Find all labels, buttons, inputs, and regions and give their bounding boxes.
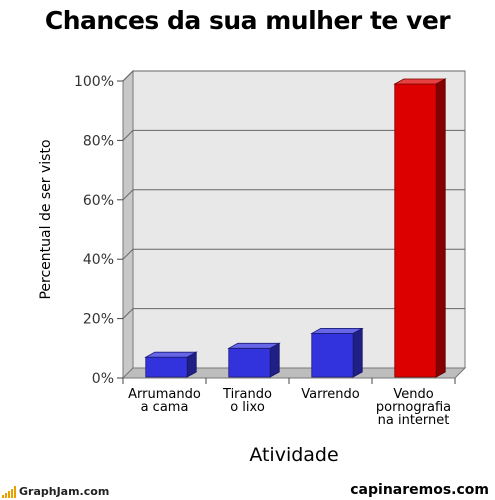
x-tick-label-line: Varrendo xyxy=(301,387,360,402)
x-tick-label-line: Arrumando xyxy=(128,387,201,402)
y-tick-label: 40% xyxy=(83,252,114,268)
x-tick-label-line: Tirando xyxy=(222,387,272,402)
y-axis-label: Percentual de ser visto xyxy=(38,139,54,299)
graphjam-text: GraphJam.com xyxy=(19,485,110,498)
plot-side-wall xyxy=(122,69,134,380)
x-tick-label-line: a cama xyxy=(141,400,189,415)
x-tick-label: Vendo pornografia na internet xyxy=(376,387,451,428)
gridline-side xyxy=(122,189,134,201)
gridline-side xyxy=(122,308,134,319)
bar-front xyxy=(228,347,271,378)
bars xyxy=(144,78,447,378)
plot-floor xyxy=(121,367,467,379)
capinaremos-watermark: capinaremos.com xyxy=(350,482,489,498)
bar-front xyxy=(311,333,354,378)
graphjam-logo: GraphJam.com xyxy=(2,484,109,498)
bar-side xyxy=(352,327,363,378)
y-tick-label: 80% xyxy=(83,133,114,149)
bar xyxy=(310,327,364,378)
x-tick-label-line: pornografia xyxy=(376,400,451,415)
y-tick-label: 100% xyxy=(74,74,114,90)
gridline-side xyxy=(122,70,134,82)
gridline-side xyxy=(122,130,134,141)
x-tick-label: Arrumando a cama xyxy=(128,387,201,415)
x-axis-ticks: Arrumando a cama Tirando o lixo Varrendo Vend… xyxy=(122,378,456,428)
bar-side xyxy=(269,342,280,378)
y-tick-label: 20% xyxy=(83,312,114,328)
x-tick-label-line: Vendo xyxy=(393,387,433,402)
x-tick-label: Varrendo xyxy=(301,387,360,402)
bar-front xyxy=(145,356,188,378)
y-tick-label: 60% xyxy=(83,193,114,209)
x-tick-label-line: o lixo xyxy=(230,400,265,415)
bar-side xyxy=(186,351,197,378)
y-axis-ticks: 0% 20% 40% 60% 80% 100% xyxy=(74,74,123,387)
x-tick-label: Tirando o lixo xyxy=(222,387,272,415)
bar-front xyxy=(394,83,437,378)
bar-side xyxy=(435,78,446,378)
x-axis-label: Atividade xyxy=(249,444,338,466)
bar xyxy=(227,342,281,378)
chart-title: Chances da sua mulher te ver xyxy=(44,6,451,35)
bar xyxy=(144,351,198,378)
y-tick-label: 0% xyxy=(92,371,114,387)
bar xyxy=(393,78,447,378)
x-tick-label-line: na internet xyxy=(378,413,450,428)
gridline-side xyxy=(122,248,134,260)
bar-logo-icon xyxy=(2,486,16,498)
